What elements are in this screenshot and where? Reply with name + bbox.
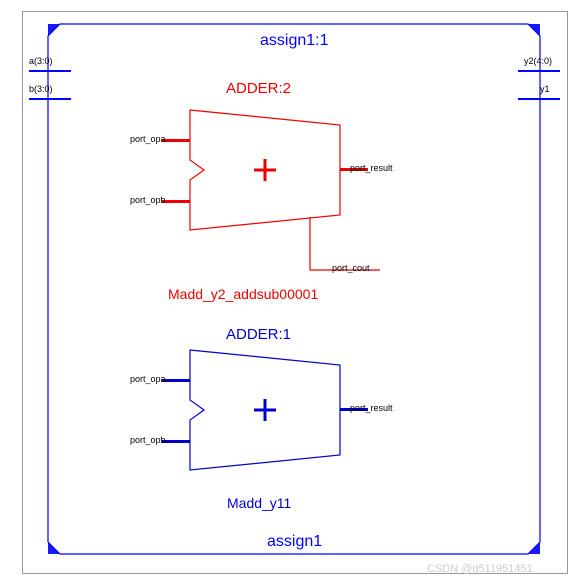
port-label: port_result bbox=[350, 163, 393, 173]
port-line bbox=[29, 98, 71, 100]
adder-instance-name: Madd_y2_addsub00001 bbox=[168, 286, 318, 302]
port-line bbox=[162, 440, 190, 443]
port-label: port_result bbox=[350, 403, 393, 413]
watermark-text: CSDN @q511951451 bbox=[427, 563, 533, 575]
adder-title: ADDER:2 bbox=[226, 80, 291, 97]
port-line bbox=[29, 70, 71, 72]
port-line bbox=[162, 139, 190, 142]
port-label: b(3:0) bbox=[29, 84, 53, 94]
module-title-bottom: assign1 bbox=[267, 533, 322, 551]
port-line bbox=[162, 379, 190, 382]
port-label: y1 bbox=[540, 84, 550, 94]
port-line bbox=[518, 98, 560, 100]
port-label: y2(4:0) bbox=[524, 56, 552, 66]
adder-instance-name: Madd_y11 bbox=[227, 495, 291, 511]
port-label: a(3:0) bbox=[29, 56, 53, 66]
port-label: port_opa bbox=[130, 374, 166, 384]
port-label: port_cout bbox=[332, 263, 370, 273]
port-label: port_opb bbox=[130, 435, 166, 445]
port-label: port_opb bbox=[130, 195, 166, 205]
module-title-top: assign1:1 bbox=[260, 32, 329, 50]
port-line bbox=[162, 200, 190, 203]
diagram-canvas: assign1:1 assign1 CSDN @q511951451 a(3:0… bbox=[0, 0, 585, 581]
adder-title: ADDER:1 bbox=[226, 326, 291, 343]
port-label: port_opa bbox=[130, 134, 166, 144]
port-line bbox=[518, 70, 560, 72]
